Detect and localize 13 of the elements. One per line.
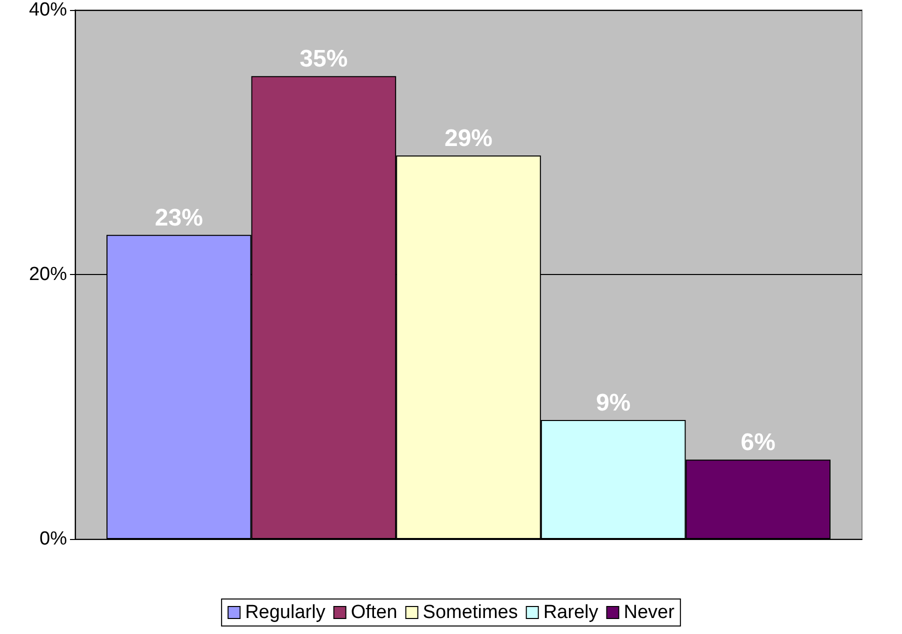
legend-label: Regularly <box>245 602 326 623</box>
legend-label: Sometimes <box>422 602 518 623</box>
data-label: 6% <box>740 429 776 456</box>
data-label: 23% <box>154 204 203 232</box>
data-label: 9% <box>596 389 631 416</box>
data-label: 35% <box>300 46 348 73</box>
y-tick-label: 20% <box>28 264 68 285</box>
y-tick-label: 40% <box>28 0 68 20</box>
y-tick-label: 0% <box>40 528 68 550</box>
legend-label: Often <box>350 602 398 623</box>
data-label: 29% <box>444 124 493 152</box>
legend-label: Rarely <box>543 602 599 623</box>
legend-label: Never <box>624 602 676 623</box>
